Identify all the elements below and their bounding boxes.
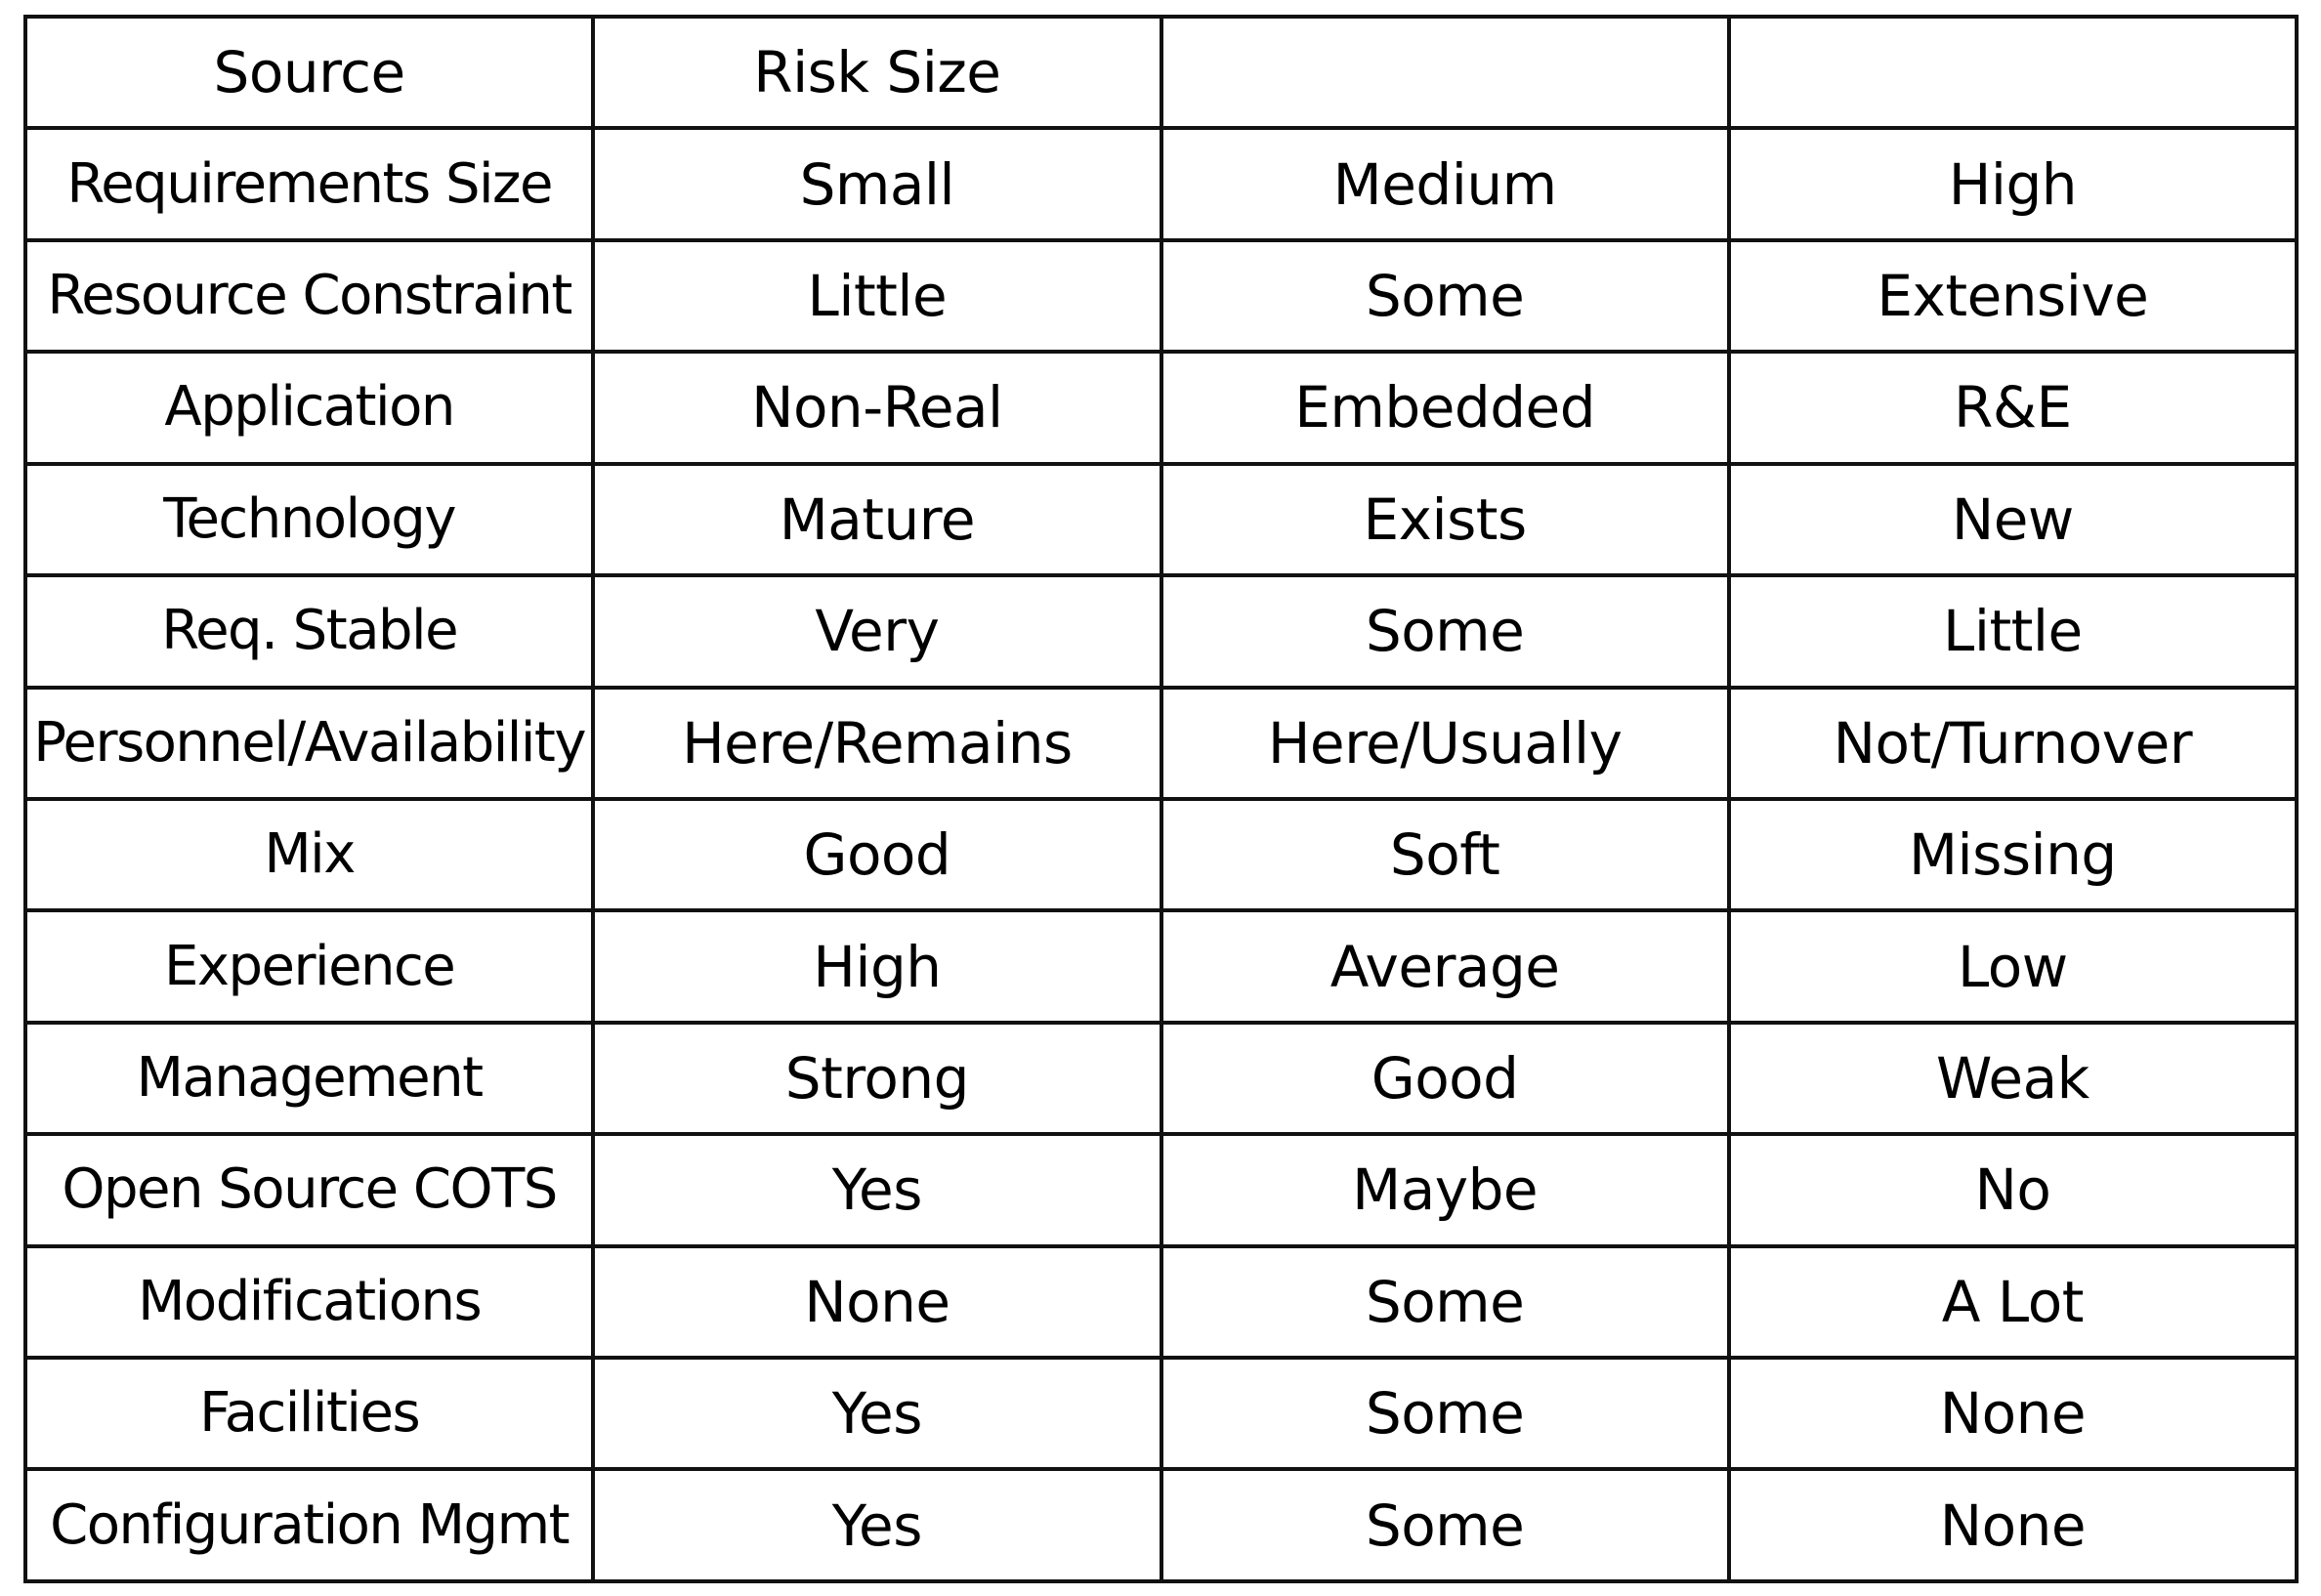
risk-small-cell: Here/Remains	[591, 685, 1163, 801]
table-row: Technology Mature Exists New	[22, 461, 2300, 578]
risk-medium-cell: Here/Usually	[1159, 685, 1731, 801]
risk-medium-cell: Some	[1159, 1356, 1731, 1472]
risk-high-cell: No	[1726, 1132, 2300, 1248]
table-row: Mix Good Soft Missing	[22, 796, 2300, 913]
source-cell: Open Source COTS	[22, 1132, 596, 1248]
table-row: Configuration Mgmt Yes Some None	[22, 1467, 2300, 1583]
risk-medium-cell: Average	[1159, 908, 1731, 1025]
table-row: Experience High Average Low	[22, 908, 2300, 1025]
risk-medium-cell: Maybe	[1159, 1132, 1731, 1248]
risk-medium-cell: Soft	[1159, 796, 1731, 913]
risk-small-cell: Good	[591, 796, 1163, 913]
source-cell: Personnel/Availability	[22, 685, 596, 801]
risk-small-cell: Little	[591, 237, 1163, 355]
source-cell: Req. Stable	[22, 573, 596, 690]
risk-small-cell: Mature	[591, 461, 1163, 578]
source-cell: Mix	[22, 796, 596, 913]
source-cell: Application	[22, 350, 596, 466]
risk-small-cell: Yes	[591, 1356, 1163, 1472]
risk-size-table: Source Risk Size Requirements Size Small…	[22, 14, 2300, 1583]
source-cell: Configuration Mgmt	[22, 1467, 596, 1583]
risk-medium-cell: Some	[1159, 1243, 1731, 1361]
risk-small-cell: Yes	[591, 1132, 1163, 1248]
table-row: Resource Constraint Little Some Extensiv…	[22, 237, 2300, 355]
risk-small-cell: Yes	[591, 1467, 1163, 1583]
table-row: Requirements Size Small Medium High	[22, 126, 2300, 242]
risk-high-cell: Little	[1726, 573, 2300, 690]
table-row: Personnel/Availability Here/Remains Here…	[22, 685, 2300, 801]
risk-high-cell: New	[1726, 461, 2300, 578]
risk-high-cell: Extensive	[1726, 237, 2300, 355]
risk-high-cell: Not/Turnover	[1726, 685, 2300, 801]
table-row: Modifications None Some A Lot	[22, 1243, 2300, 1361]
table-row: Open Source COTS Yes Maybe No	[22, 1132, 2300, 1248]
header-empty-cell	[1726, 14, 2300, 131]
risk-small-cell: Non-Real	[591, 350, 1163, 466]
risk-high-cell: Low	[1726, 908, 2300, 1025]
risk-medium-cell: Medium	[1159, 126, 1731, 242]
risk-small-cell: High	[591, 908, 1163, 1025]
risk-small-cell: Small	[591, 126, 1163, 242]
table-header-row: Source Risk Size	[22, 14, 2300, 131]
risk-high-cell: None	[1726, 1356, 2300, 1472]
table-row: Management Strong Good Weak	[22, 1020, 2300, 1137]
risk-high-cell: A Lot	[1726, 1243, 2300, 1361]
risk-medium-cell: Exists	[1159, 461, 1731, 578]
table-row: Req. Stable Very Some Little	[22, 573, 2300, 690]
risk-medium-cell: Embedded	[1159, 350, 1731, 466]
source-cell: Experience	[22, 908, 596, 1025]
header-risk-size: Risk Size	[591, 14, 1163, 131]
risk-high-cell: Weak	[1726, 1020, 2300, 1137]
risk-high-cell: Missing	[1726, 796, 2300, 913]
table-row: Application Non-Real Embedded R&E	[22, 350, 2300, 466]
risk-small-cell: None	[591, 1243, 1163, 1361]
table-row: Facilities Yes Some None	[22, 1356, 2300, 1472]
header-source: Source	[22, 14, 596, 131]
source-cell: Resource Constraint	[22, 237, 596, 355]
risk-high-cell: None	[1726, 1467, 2300, 1583]
risk-small-cell: Strong	[591, 1020, 1163, 1137]
header-empty-cell	[1159, 14, 1731, 131]
risk-small-cell: Very	[591, 573, 1163, 690]
risk-medium-cell: Some	[1159, 573, 1731, 690]
risk-medium-cell: Some	[1159, 1467, 1731, 1583]
risk-high-cell: High	[1726, 126, 2300, 242]
risk-medium-cell: Good	[1159, 1020, 1731, 1137]
source-cell: Management	[22, 1020, 596, 1137]
source-cell: Technology	[22, 461, 596, 578]
source-cell: Requirements Size	[22, 126, 596, 242]
risk-high-cell: R&E	[1726, 350, 2300, 466]
source-cell: Modifications	[22, 1243, 596, 1361]
source-cell: Facilities	[22, 1356, 596, 1472]
risk-medium-cell: Some	[1159, 237, 1731, 355]
